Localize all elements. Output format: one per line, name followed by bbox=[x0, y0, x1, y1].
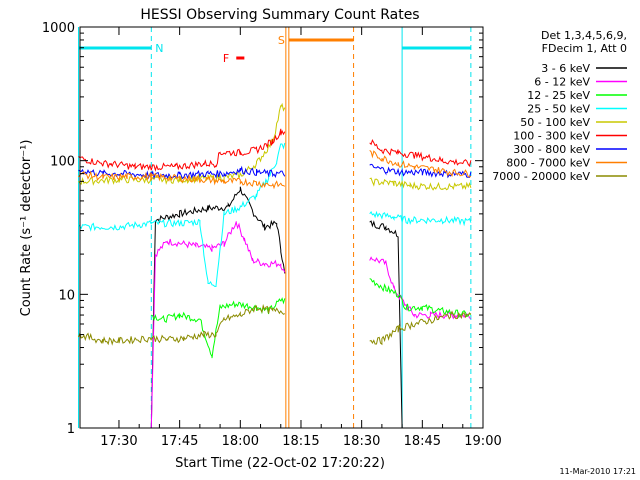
legend-entry-label: 7000 - 20000 keV bbox=[492, 170, 590, 183]
x-tick-label: 18:15 bbox=[282, 434, 319, 449]
x-axis-label: Start Time (22-Oct-02 17:20:22) bbox=[175, 456, 385, 471]
plot-frame bbox=[79, 26, 484, 429]
series-line-25-50-kev bbox=[369, 210, 472, 227]
legend-entry-label: 12 - 25 keV bbox=[527, 89, 590, 102]
legend-entry-label: 25 - 50 keV bbox=[527, 103, 590, 116]
flag-F-label: F bbox=[223, 52, 229, 65]
flag-layer: N F S bbox=[78, 27, 472, 428]
y-tick-label: 1000 bbox=[42, 21, 75, 36]
series-line-3-6-kev bbox=[150, 186, 286, 429]
y-tick-label: 10 bbox=[58, 288, 75, 303]
series-line-25-50-kev bbox=[78, 142, 286, 288]
x-tick-label: 18:30 bbox=[343, 434, 380, 449]
series-line-100-300-kev bbox=[369, 138, 472, 167]
chart-title: HESSI Observing Summary Count Rates bbox=[140, 7, 419, 23]
x-tick-label: 17:45 bbox=[161, 434, 198, 449]
flag-N-label: N bbox=[155, 42, 163, 55]
series-line-12-25-kev bbox=[151, 297, 286, 359]
y-tick-label: 1 bbox=[67, 422, 75, 437]
series-line-7000-20000-kev bbox=[369, 310, 472, 346]
series-line-800-7000-kev bbox=[369, 149, 472, 178]
legend-entry-label: 50 - 100 keV bbox=[520, 116, 590, 129]
x-tick-label: 18:00 bbox=[222, 434, 259, 449]
legend-entry-label: 3 - 6 keV bbox=[541, 62, 590, 75]
legend-entry-label: 300 - 800 keV bbox=[513, 143, 590, 156]
x-tick-label: 19:00 bbox=[464, 434, 501, 449]
series-line-300-800-kev bbox=[78, 165, 286, 180]
legend-entry-label: 100 - 300 keV bbox=[513, 130, 590, 143]
series-line-6-12-kev bbox=[369, 256, 472, 320]
legend-entry-label: 6 - 12 keV bbox=[534, 76, 590, 89]
y-tick-label: 100 bbox=[50, 155, 75, 170]
y-axis-label: Count Rate (s⁻¹ detector⁻¹) bbox=[19, 140, 34, 317]
series-line-50-100-kev bbox=[369, 177, 472, 191]
series-layer bbox=[78, 102, 472, 429]
series-line-800-7000-kev bbox=[78, 170, 286, 190]
series-line-3-6-kev bbox=[369, 220, 403, 429]
legend-header-line-2: FDecim 1, Att 0 bbox=[542, 42, 627, 55]
x-tick-label: 17:30 bbox=[100, 434, 137, 449]
legend: Det 1,3,4,5,6,9, FDecim 1, Att 0 3 - 6 k… bbox=[492, 29, 627, 183]
series-line-100-300-kev bbox=[78, 128, 286, 172]
legend-header-line-1: Det 1,3,4,5,6,9, bbox=[541, 29, 627, 42]
series-line-7000-20000-kev bbox=[78, 303, 286, 346]
axis-layer: 17:30 17:45 18:00 18:15 18:30 18:45 19:00 1 10 10… bbox=[42, 21, 502, 449]
footer-timestamp: 11-Mar-2010 17:21 bbox=[560, 467, 637, 476]
legend-entry-label: 800 - 7000 keV bbox=[506, 157, 590, 170]
series-line-6-12-kev bbox=[150, 221, 286, 429]
flag-S-label: S bbox=[278, 34, 285, 47]
x-tick-label: 18:45 bbox=[404, 434, 441, 449]
